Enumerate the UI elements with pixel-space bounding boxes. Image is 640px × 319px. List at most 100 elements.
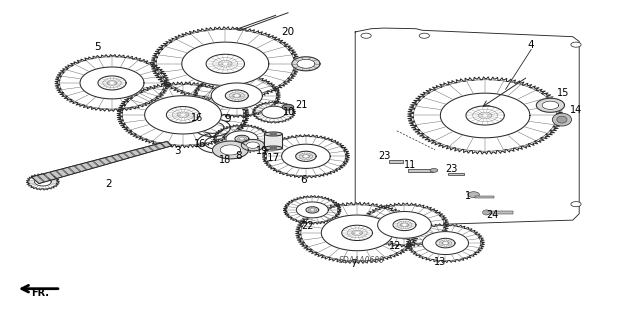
Polygon shape: [112, 154, 123, 161]
Polygon shape: [124, 151, 135, 158]
Polygon shape: [193, 74, 280, 117]
Text: 4: 4: [528, 40, 534, 50]
Polygon shape: [136, 148, 147, 154]
Polygon shape: [262, 135, 349, 178]
Text: 15: 15: [557, 88, 569, 98]
Polygon shape: [321, 215, 393, 251]
Text: 19: 19: [256, 146, 268, 156]
Polygon shape: [99, 158, 111, 165]
Polygon shape: [50, 171, 62, 178]
Text: 17: 17: [267, 153, 280, 163]
Polygon shape: [56, 169, 68, 177]
Ellipse shape: [269, 133, 277, 135]
Polygon shape: [68, 166, 81, 173]
Bar: [475, 196, 494, 198]
Polygon shape: [98, 76, 126, 90]
Text: 22: 22: [301, 221, 314, 231]
Text: 23: 23: [378, 151, 390, 161]
Bar: [389, 160, 403, 163]
Text: 1: 1: [465, 191, 472, 201]
Polygon shape: [306, 207, 319, 213]
Text: 6: 6: [301, 175, 307, 185]
Polygon shape: [422, 232, 468, 255]
Polygon shape: [143, 146, 153, 152]
Bar: [448, 173, 464, 175]
Polygon shape: [106, 156, 116, 163]
Ellipse shape: [557, 116, 567, 123]
Polygon shape: [296, 151, 316, 161]
Polygon shape: [393, 219, 416, 231]
Text: 9: 9: [224, 115, 230, 124]
Polygon shape: [296, 202, 419, 263]
Bar: [486, 211, 513, 214]
Text: 18: 18: [219, 155, 232, 165]
Circle shape: [282, 104, 294, 110]
Circle shape: [419, 219, 429, 224]
Polygon shape: [161, 142, 171, 147]
Text: 12: 12: [389, 241, 402, 251]
Polygon shape: [145, 96, 221, 134]
Text: 16: 16: [194, 139, 206, 149]
Circle shape: [430, 168, 438, 172]
Bar: [408, 169, 433, 172]
Polygon shape: [38, 174, 50, 182]
Circle shape: [361, 219, 371, 224]
Polygon shape: [148, 145, 159, 151]
Polygon shape: [62, 167, 74, 175]
Text: 16: 16: [191, 113, 204, 123]
Circle shape: [571, 42, 581, 47]
Polygon shape: [206, 54, 244, 73]
Text: 8: 8: [235, 151, 241, 161]
Text: 21: 21: [296, 100, 308, 110]
Polygon shape: [436, 238, 455, 248]
Polygon shape: [211, 83, 262, 108]
Polygon shape: [360, 203, 449, 247]
Polygon shape: [35, 178, 51, 186]
Polygon shape: [241, 139, 264, 151]
Polygon shape: [87, 161, 99, 168]
Polygon shape: [342, 225, 372, 241]
Polygon shape: [235, 135, 249, 142]
Polygon shape: [292, 57, 320, 71]
Text: 20: 20: [282, 27, 294, 37]
Polygon shape: [226, 131, 258, 147]
Polygon shape: [26, 174, 60, 190]
Polygon shape: [536, 98, 564, 112]
Ellipse shape: [264, 146, 282, 150]
Polygon shape: [117, 82, 249, 148]
Polygon shape: [262, 106, 286, 118]
Polygon shape: [118, 153, 129, 160]
Polygon shape: [296, 202, 328, 218]
Text: 7: 7: [350, 259, 356, 269]
Circle shape: [361, 33, 371, 38]
Text: 23: 23: [445, 164, 458, 174]
Polygon shape: [155, 143, 165, 149]
Bar: [264, 134, 282, 148]
Text: FR.: FR.: [31, 288, 49, 298]
Polygon shape: [81, 163, 93, 170]
Text: SDAAA0600: SDAAA0600: [339, 256, 385, 265]
Ellipse shape: [468, 192, 479, 197]
Polygon shape: [378, 211, 431, 238]
Polygon shape: [282, 144, 330, 168]
Text: 13: 13: [434, 257, 447, 267]
Polygon shape: [80, 67, 144, 99]
Polygon shape: [93, 159, 104, 167]
Polygon shape: [406, 224, 484, 263]
Polygon shape: [225, 90, 248, 101]
Polygon shape: [220, 145, 241, 155]
Ellipse shape: [269, 147, 277, 149]
Text: 3: 3: [175, 146, 181, 156]
Polygon shape: [44, 172, 56, 180]
Polygon shape: [297, 59, 315, 68]
Polygon shape: [75, 164, 86, 172]
Ellipse shape: [552, 113, 572, 126]
Polygon shape: [212, 141, 248, 159]
Ellipse shape: [264, 132, 282, 136]
Polygon shape: [151, 27, 300, 101]
Polygon shape: [182, 42, 269, 85]
Text: 5: 5: [94, 42, 100, 52]
Polygon shape: [466, 106, 504, 125]
Ellipse shape: [483, 210, 490, 215]
Polygon shape: [55, 55, 169, 111]
